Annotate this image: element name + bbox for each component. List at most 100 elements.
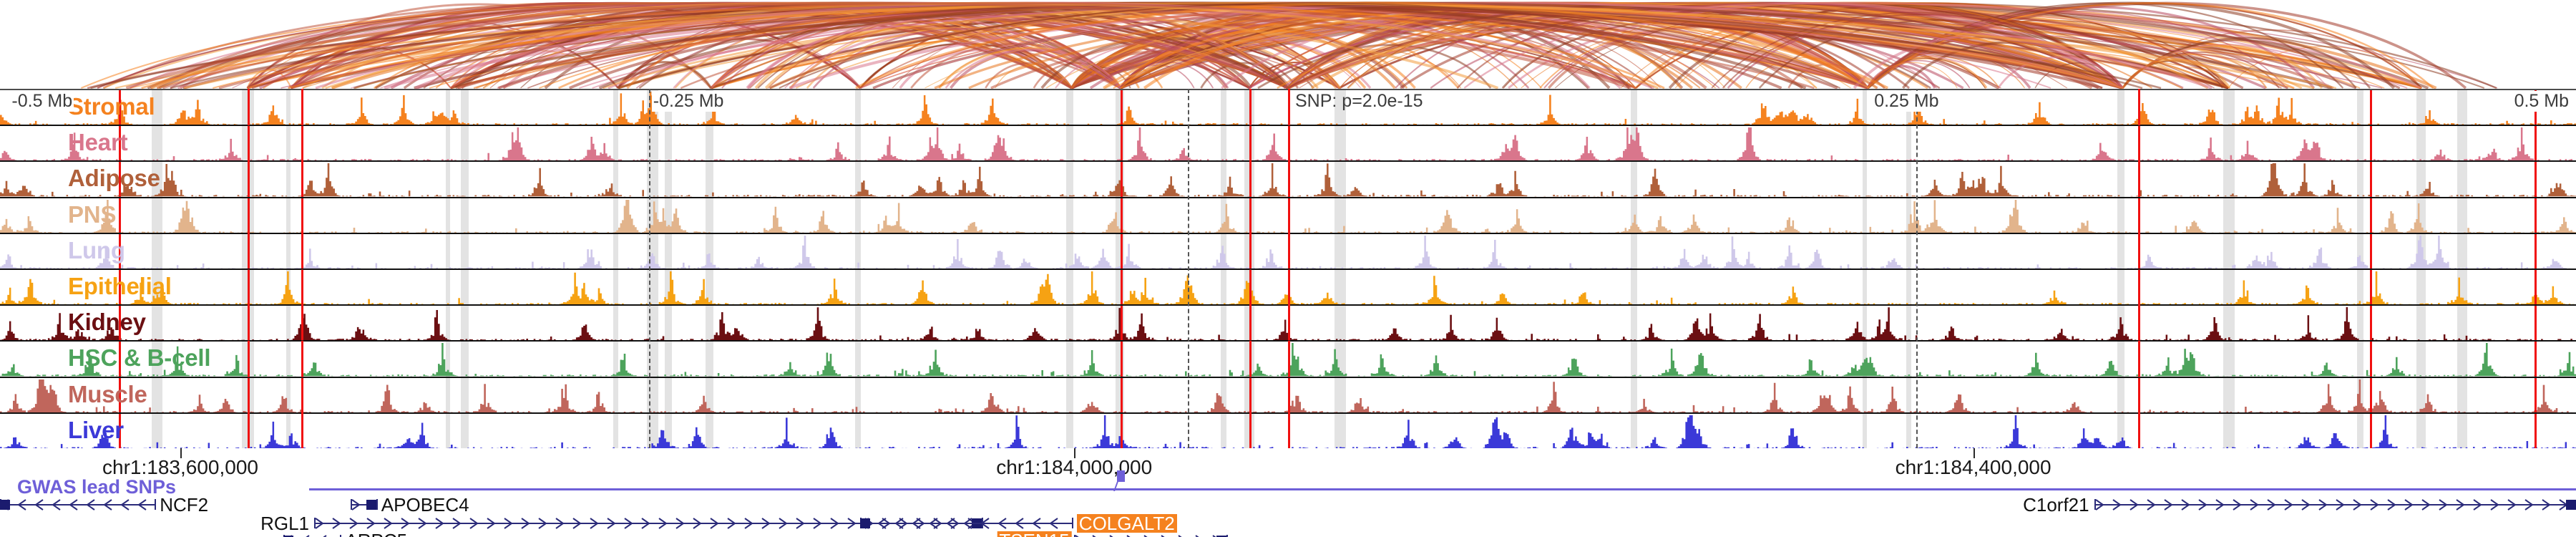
snp-marker[interactable] (2534, 306, 2537, 341)
snp-marker[interactable] (1121, 198, 1123, 233)
gene-body[interactable] (2094, 504, 2576, 505)
shaded-region (2457, 342, 2468, 377)
gene-body[interactable] (0, 504, 155, 505)
snp-marker[interactable] (118, 162, 121, 197)
snp-marker[interactable] (2534, 413, 2537, 448)
shaded-region-layer (0, 162, 2576, 197)
arc-svg (80, 1, 2498, 89)
gene-exon (283, 536, 293, 537)
shaded-region (855, 90, 861, 125)
snp-marker[interactable] (2370, 162, 2372, 197)
shaded-region-layer (0, 90, 2576, 125)
snp-marker[interactable] (1121, 306, 1123, 341)
snp-marker[interactable] (2370, 342, 2372, 377)
snp-marker[interactable] (1121, 377, 1123, 412)
coordinate-tick (1973, 448, 1975, 458)
shaded-region (1066, 162, 1074, 197)
snp-marker[interactable] (1121, 342, 1123, 377)
shaded-region (613, 233, 619, 268)
snp-marker[interactable] (118, 377, 121, 412)
snp-marker[interactable] (118, 90, 121, 125)
shaded-region (1862, 90, 1867, 125)
gene-exon (366, 500, 376, 510)
snp-marker[interactable] (1121, 126, 1123, 161)
shaded-region (1221, 198, 1227, 233)
shaded-region-layer (0, 377, 2576, 412)
shaded-region (152, 90, 162, 125)
gwas-lead-snp-mark[interactable] (1116, 470, 1125, 482)
shaded-region (2117, 233, 2124, 268)
shaded-region (286, 342, 291, 377)
shaded-region (2117, 269, 2124, 305)
snp-marker[interactable] (2370, 233, 2372, 268)
shaded-region (2457, 377, 2468, 412)
snp-marker[interactable] (2370, 126, 2372, 161)
snp-marker[interactable] (2534, 269, 2537, 305)
shaded-region (1334, 162, 1347, 197)
shaded-region (2117, 342, 2124, 377)
gene-body[interactable] (350, 504, 376, 505)
shaded-region (1862, 377, 1867, 412)
shaded-region (461, 269, 469, 305)
snp-marker[interactable] (118, 198, 121, 233)
gene-exon (2566, 500, 2576, 510)
snp-marker[interactable] (1121, 90, 1123, 125)
snp-marker[interactable] (2370, 413, 2372, 448)
snp-marker[interactable] (118, 126, 121, 161)
snp-marker[interactable] (2370, 306, 2372, 341)
snp-marker[interactable] (118, 342, 121, 377)
shaded-region (1244, 342, 1254, 377)
snp-marker[interactable] (118, 413, 121, 448)
shaded-region (152, 342, 162, 377)
shaded-region (1334, 198, 1347, 233)
snp-marker[interactable] (2534, 126, 2537, 161)
gene-exon (1216, 536, 1226, 537)
shaded-region (445, 162, 450, 197)
snp-marker[interactable] (1121, 269, 1123, 305)
snp-marker[interactable] (2534, 198, 2537, 233)
gene-end-cap (155, 499, 156, 510)
track-label-kidney: Kidney (68, 309, 146, 336)
shaded-region (2223, 126, 2235, 161)
snp-marker[interactable] (2370, 90, 2372, 125)
snp-marker[interactable] (118, 233, 121, 268)
gene-label-ncf2[interactable]: NCF2 (160, 494, 209, 516)
coordinate-label: chr1:184,400,000 (1895, 456, 2051, 478)
guide-line-dark (649, 89, 651, 448)
snp-marker[interactable] (2370, 198, 2372, 233)
shaded-region (2457, 233, 2468, 268)
gene-label-c1orf21[interactable]: C1orf21 (2023, 494, 2089, 516)
snp-marker[interactable] (1121, 162, 1123, 197)
signal-track-row: HSC & B-cell (0, 342, 2576, 378)
shaded-region (2357, 90, 2363, 125)
gene-body[interactable] (314, 523, 982, 524)
shaded-region (1630, 90, 1637, 125)
snp-marker[interactable] (2534, 342, 2537, 377)
shaded-region (1630, 233, 1637, 268)
snp-marker[interactable] (1121, 413, 1123, 448)
snp-marker[interactable] (118, 306, 121, 341)
snp-marker[interactable] (2534, 377, 2537, 412)
shaded-region (2117, 90, 2124, 125)
coordinate-label: chr1:183,600,000 (102, 456, 258, 478)
gene-row: COLGALT2 (0, 514, 2576, 533)
snp-marker[interactable] (2370, 269, 2372, 305)
shaded-region (152, 198, 162, 233)
shaded-region (1334, 306, 1347, 341)
snp-marker[interactable] (118, 269, 121, 305)
shaded-region (613, 126, 619, 161)
gene-label-apobec4[interactable]: APOBEC4 (381, 494, 469, 516)
shaded-region (855, 306, 861, 341)
gene-label-tsen15[interactable]: TSEN15 (997, 531, 1072, 537)
snp-marker[interactable] (2534, 162, 2537, 197)
shaded-region (1244, 162, 1254, 197)
snp-marker[interactable] (1121, 233, 1123, 268)
gene-label-colgalt2[interactable]: COLGALT2 (1076, 514, 1177, 533)
shaded-region (1244, 198, 1254, 233)
shaded-region (2416, 342, 2426, 377)
gene-label-arpc5[interactable]: ARPC5 (345, 531, 407, 537)
snp-marker[interactable] (2370, 377, 2372, 412)
gene-label-rgl1[interactable]: RGL1 (260, 513, 309, 534)
snp-marker[interactable] (2534, 233, 2537, 268)
annotation-panel: chr1:183,600,000 chr1:184,000,000 chr1:184… (0, 448, 2576, 537)
